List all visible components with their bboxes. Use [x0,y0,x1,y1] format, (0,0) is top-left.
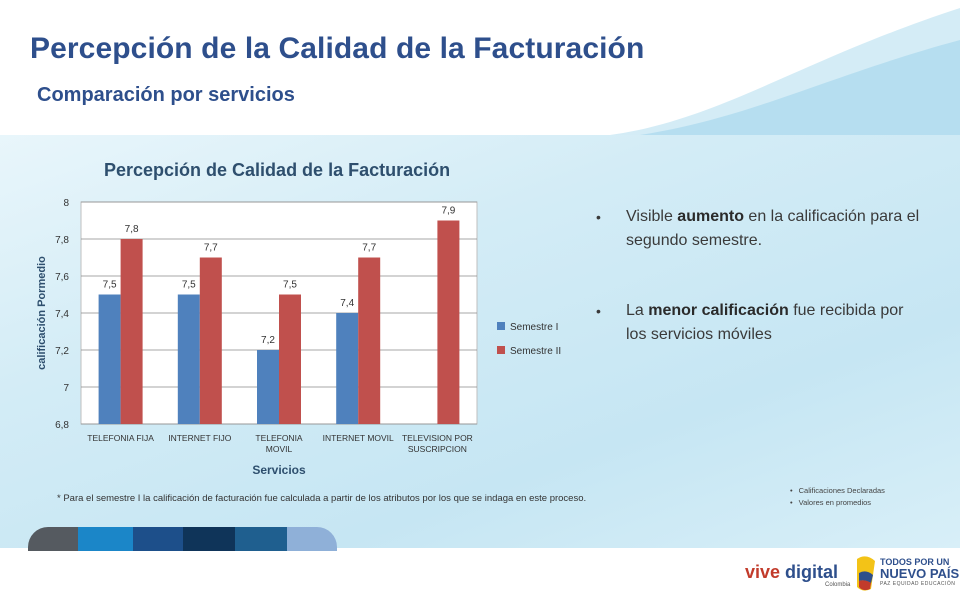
insights-list: • Visible aumento en la calificación par… [596,205,926,393]
y-tick-label: 7,8 [55,235,69,246]
data-label: 7,5 [182,280,196,291]
footer [0,548,960,600]
bullet-icon: • [596,209,601,225]
page-title: Percepción de la Calidad de la Facturaci… [30,32,645,65]
footer-stripe [28,527,78,551]
x-tick-label: INTERNET FIJO [168,433,232,443]
footer-stripe [183,527,235,551]
data-label: 7,7 [362,243,376,254]
insight-text: La [626,302,649,319]
y-tick-label: 7 [63,383,69,394]
insight-text: Visible [626,208,678,225]
x-tick-label: TELEFONIA FIJA [87,433,154,443]
logo-subtext: Colombia [825,582,851,588]
bar [120,239,143,424]
bar [177,294,200,424]
insight-item: • Visible aumento en la calificación par… [596,205,926,253]
y-tick-label: 8 [63,198,69,209]
logo-text: TODOS POR UN [880,557,950,567]
legend-label: Semestre II [510,346,561,357]
nuevo-pais-logo: TODOS POR UN NUEVO PAÍS PAZ EQUIDAD EDUC… [880,557,960,590]
bar [279,294,301,424]
data-label: 7,2 [261,335,275,346]
chart-title: Percepción de Calidad de la Facturación [104,160,451,180]
data-label: 7,9 [441,206,455,217]
footnote: * Para el semestre I la calificación de … [57,493,587,504]
y-tick-label: 7,2 [55,346,69,357]
bar [257,350,279,424]
bar [98,294,121,424]
bar-chart: 6,8 7 7,2 7,4 7,6 7,8 8 7,5 7,8 TELEFONIA FIJA 7,5… [36,198,561,477]
x-tick-label: TELEVISION POR [402,433,473,443]
data-label: 7,7 [204,243,218,254]
footer-stripe [287,527,337,551]
page-subtitle: Comparación por servicios [37,84,295,106]
data-label: 7,5 [103,280,117,291]
legend-swatch [497,346,505,354]
insight-emphasis: menor calificación [648,302,789,319]
vive-digital-logo: vive digital Colombia [745,562,850,588]
bar [199,257,222,424]
notes-list: Calificaciones Declaradas Valores en pro… [790,485,885,509]
note-item: Valores en promedios [790,497,885,509]
insight-text: fue recibida por los servicios móviles [626,302,904,343]
footer-stripe [235,527,287,551]
x-tick-label: MOVIL [266,444,293,454]
x-tick-label: INTERNET MOVIL [323,433,394,443]
x-tick-label: TELEFONIA [255,433,303,443]
x-tick-label: SUSCRIPCION [408,444,467,454]
header-swoosh [610,8,960,135]
colombia-flag-icon [857,556,875,591]
bar [336,313,359,424]
logo-text: NUEVO PAÍS [880,566,960,581]
legend-swatch [497,322,505,330]
legend-label: Semestre I [510,322,558,333]
data-label: 7,8 [125,224,139,235]
y-tick-label: 7,6 [55,272,69,283]
x-axis-title: Servicios [252,463,306,477]
y-tick-label: 7,4 [55,309,69,320]
footer-color-stripes [28,527,337,551]
insight-text: en la calificación para el segundo semes… [626,208,920,249]
bar [358,257,381,424]
bullet-icon: • [596,303,601,319]
insight-item: • La menor calificación fue recibida por… [596,299,926,347]
logo-text: PAZ EQUIDAD EDUCACIÓN [880,581,956,587]
note-item: Calificaciones Declaradas [790,485,885,497]
footer-stripe [78,527,133,551]
y-tick-label: 6,8 [55,420,69,431]
logo-text: digital [785,562,839,582]
y-axis-title: calificación Pormedio [36,256,48,370]
data-label: 7,4 [340,298,354,309]
bar [437,220,460,424]
footer-stripe [133,527,183,551]
data-label: 7,5 [283,280,297,291]
insight-emphasis: aumento [677,208,744,225]
logo-text: vive [745,562,786,582]
